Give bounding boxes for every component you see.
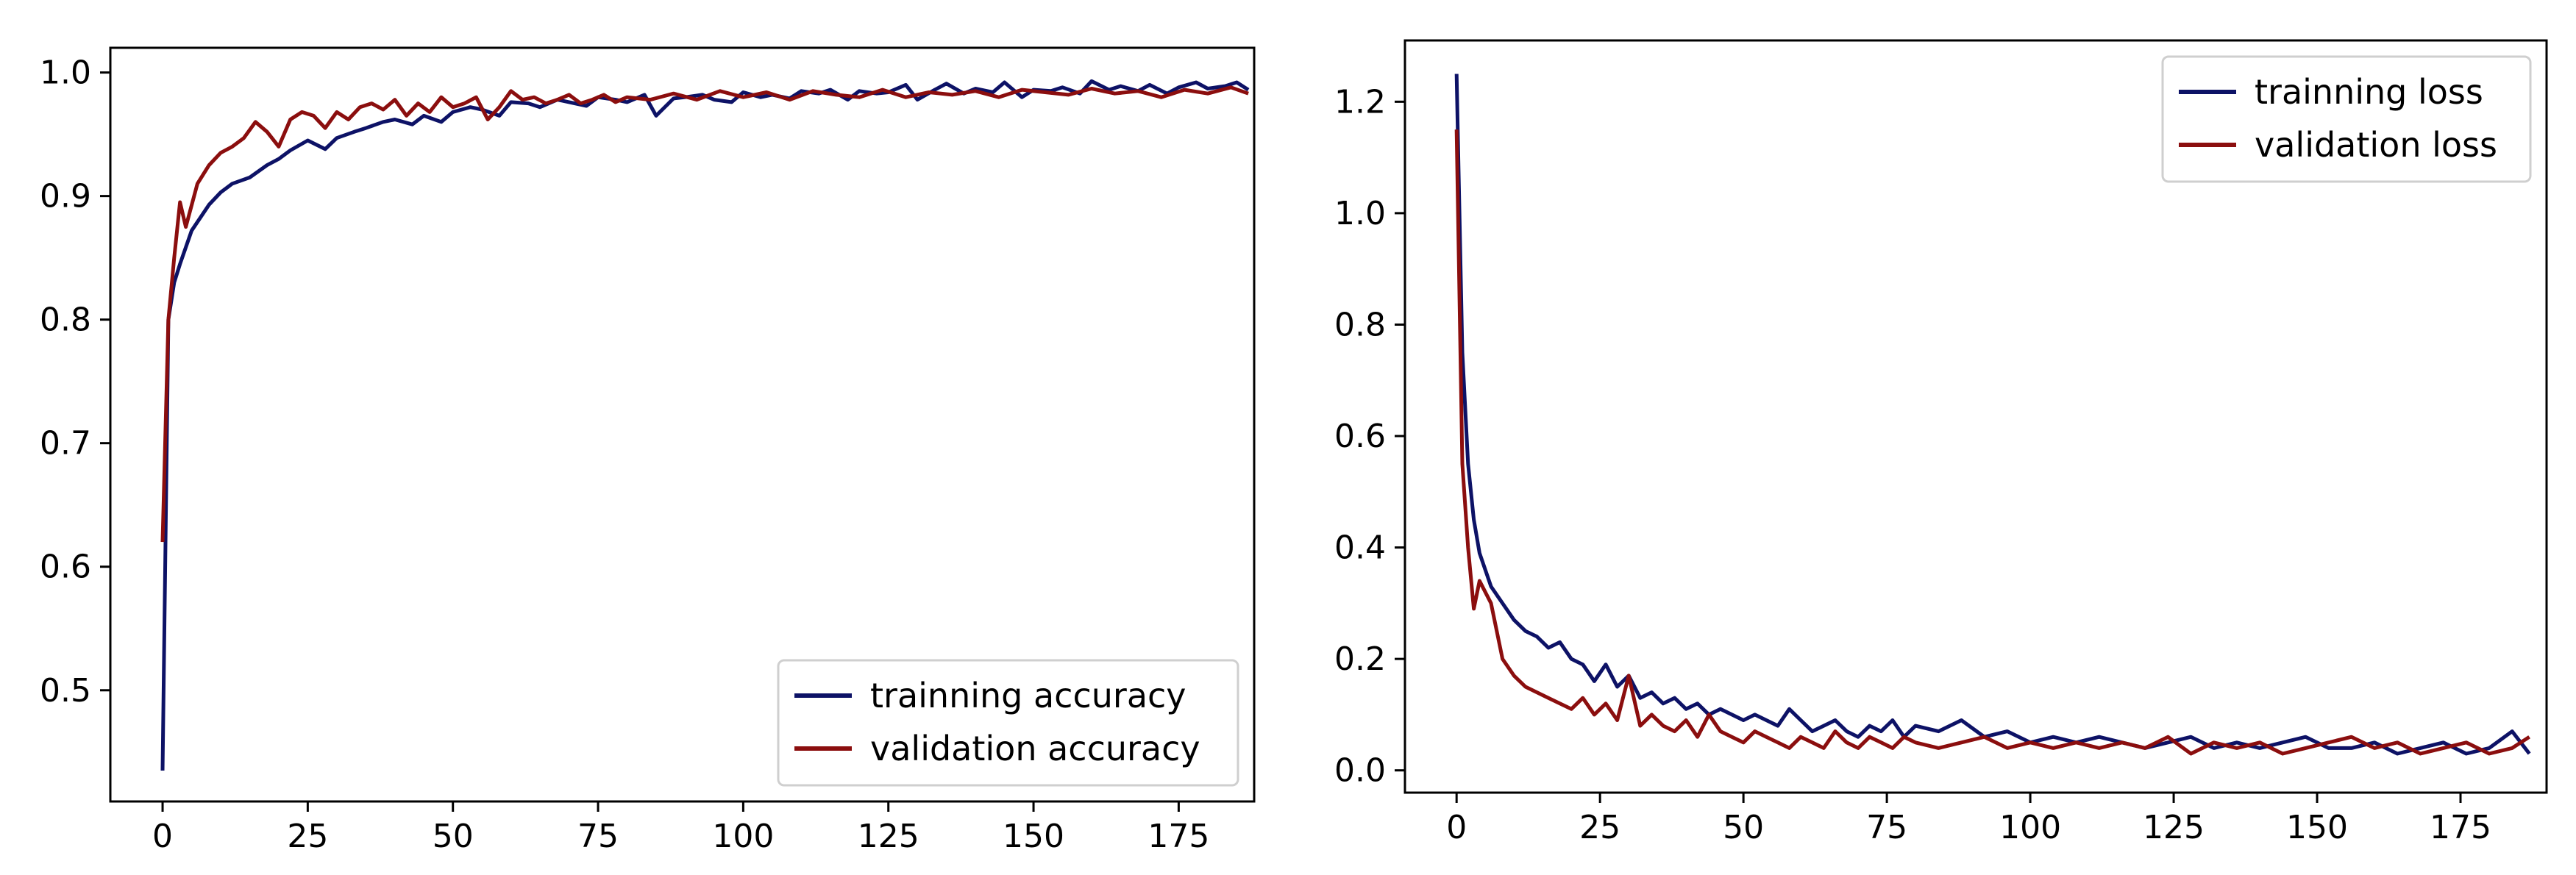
x-tick-label: 175 bbox=[1148, 818, 1209, 855]
y-tick-label: 1.2 bbox=[1334, 83, 1386, 121]
y-tick-label: 0.9 bbox=[40, 178, 91, 215]
x-tick-label: 75 bbox=[577, 818, 619, 855]
y-tick-label: 0.4 bbox=[1334, 529, 1386, 567]
x-tick-label: 175 bbox=[2430, 809, 2491, 846]
legend-label: trainning loss bbox=[2255, 72, 2483, 112]
legend-label: trainning accuracy bbox=[870, 676, 1186, 715]
x-tick-label: 0 bbox=[152, 818, 173, 855]
x-tick-label: 50 bbox=[1723, 809, 1764, 846]
legend: trainning accuracy validation accuracy bbox=[777, 659, 1239, 787]
series-line-1 bbox=[1454, 129, 2530, 756]
series-line-0 bbox=[1454, 74, 2531, 756]
y-tick-label: 0.2 bbox=[1334, 640, 1386, 678]
y-tick-label: 1.0 bbox=[1334, 195, 1386, 232]
x-tick-label: 150 bbox=[1003, 818, 1064, 855]
legend-label: validation loss bbox=[2255, 125, 2497, 165]
loss-chart: 0 25 50 75 100 125 150 175 0.0 0.2 0.4 0.6 0.8 1.0 1.2… bbox=[1334, 39, 2548, 846]
y-tick-label: 0.6 bbox=[40, 549, 91, 586]
series-line-1 bbox=[160, 85, 1249, 543]
y-tick-label: 1.0 bbox=[40, 54, 91, 92]
x-tick-label: 100 bbox=[1999, 809, 2061, 846]
x-tick-label: 125 bbox=[858, 818, 919, 855]
y-tick-label: 0.8 bbox=[40, 301, 91, 339]
accuracy-chart: 0 25 50 75 100 125 150 175 0.5 0.6 0.7 0.8 0.9 1.0 tra… bbox=[40, 46, 1256, 855]
x-tick-label: 0 bbox=[1446, 809, 1467, 846]
legend: trainning loss validation loss bbox=[2161, 55, 2532, 183]
x-tick-label: 50 bbox=[433, 818, 474, 855]
series-line-0 bbox=[160, 79, 1250, 771]
plot-frame bbox=[109, 46, 1256, 803]
plot-frame bbox=[1403, 39, 2548, 794]
x-tick-label: 100 bbox=[712, 818, 774, 855]
x-tick-label: 125 bbox=[2143, 809, 2205, 846]
y-tick-label: 0.5 bbox=[40, 672, 91, 710]
legend-box bbox=[777, 659, 1239, 787]
y-tick-label: 0.6 bbox=[1334, 418, 1386, 455]
legend-box bbox=[2161, 55, 2532, 183]
y-tick-label: 0.8 bbox=[1334, 306, 1386, 343]
y-tick-label: 0.7 bbox=[40, 425, 91, 463]
legend-label: validation accuracy bbox=[870, 729, 1200, 768]
x-tick-label: 150 bbox=[2286, 809, 2348, 846]
x-tick-label: 25 bbox=[287, 818, 328, 855]
y-tick-label: 0.0 bbox=[1334, 752, 1386, 790]
x-tick-label: 75 bbox=[1866, 809, 1907, 846]
x-tick-label: 25 bbox=[1579, 809, 1620, 846]
